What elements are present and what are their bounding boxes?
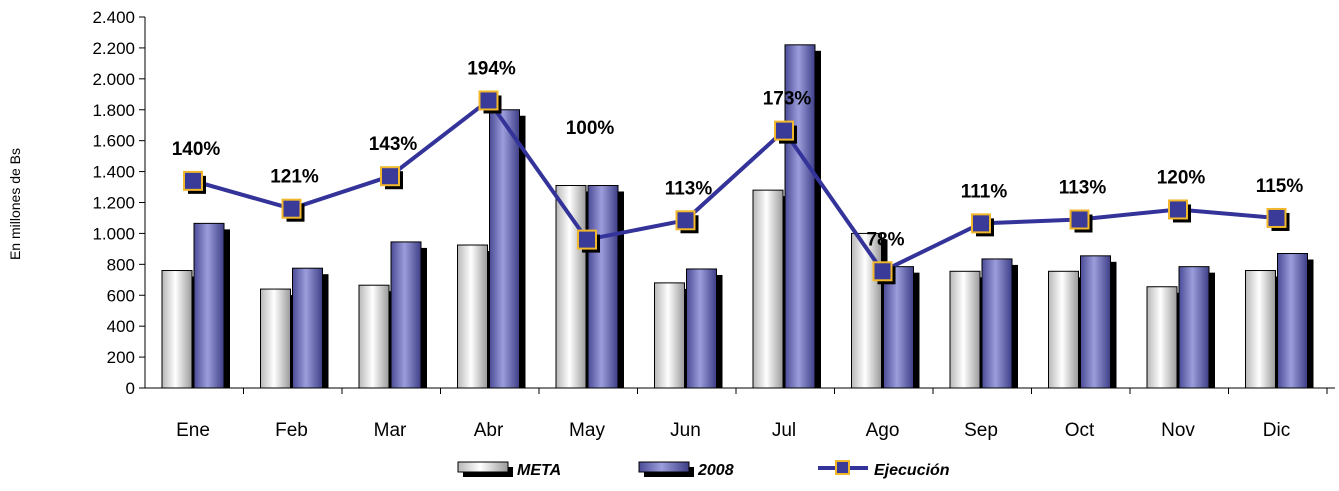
bar-meta (161, 270, 193, 389)
bar-2008 (981, 258, 1013, 389)
x-tick-label: Ago (866, 420, 900, 441)
bar-2008 (686, 268, 717, 389)
y-tick-label: 1.200 (92, 194, 135, 213)
y-axis-label: En millones de Bs (7, 148, 23, 260)
y-tick-label: 2.400 (92, 8, 135, 27)
bar-2008 (292, 267, 323, 389)
ejecucion-data-label: 194% (467, 58, 516, 79)
x-tick-label: Oct (1065, 420, 1095, 441)
bar-meta (949, 270, 981, 389)
bar-meta (851, 232, 882, 389)
legend-2008-label: 2008 (697, 462, 734, 479)
bar-2008 (1178, 266, 1210, 389)
bar-2008 (1080, 255, 1111, 389)
ejecucion-marker (281, 198, 302, 219)
x-tick-label: Jul (772, 420, 796, 441)
y-tick-label: 1.400 (92, 163, 135, 182)
x-tick-label: Mar (374, 420, 407, 441)
ejecucion-data-label: 140% (172, 139, 221, 160)
y-tick-label: 1.000 (92, 224, 135, 243)
x-tick-label: Nov (1161, 420, 1195, 441)
x-tick-label: Sep (964, 420, 998, 441)
y-tick-label: 2.000 (92, 70, 135, 89)
x-tick-label: Ene (176, 420, 210, 441)
legend-meta-swatch (457, 461, 509, 473)
legend-ejecucion-marker (835, 460, 850, 475)
bar-meta (457, 244, 488, 389)
bar-meta (1048, 270, 1079, 389)
legend-meta-label: META (517, 462, 561, 479)
ejecucion-data-label: 113% (1059, 178, 1107, 199)
bar-2008 (784, 44, 816, 389)
bar-2008 (883, 266, 914, 389)
bar-2008 (1277, 253, 1308, 389)
legend-ejecucion-label: Ejecución (874, 462, 950, 479)
x-tick-label: Feb (275, 420, 308, 441)
ejecucion-data-label: 111% (961, 181, 1008, 202)
bar-meta (752, 189, 784, 389)
ejecucion-marker (1168, 199, 1188, 220)
ejecucion-data-label: 100% (566, 118, 615, 139)
ejecucion-line (192, 97, 1277, 274)
ejecucion-data-label: 113% (665, 178, 713, 199)
bar-meta (358, 284, 390, 389)
ejecucion-marker (872, 261, 893, 282)
y-tick-label: 600 (107, 286, 135, 305)
ejecucion-marker (183, 170, 203, 191)
bar-2008 (587, 184, 619, 389)
ejecucion-marker (1266, 207, 1287, 228)
ejecucion-marker (675, 210, 696, 231)
y-tick-label: 1.800 (92, 101, 135, 120)
bar-meta (654, 282, 685, 389)
legend-2008-swatch (638, 461, 690, 473)
ejecucion-data-label: 115% (1256, 176, 1304, 197)
ejecucion-data-label: 121% (270, 167, 319, 188)
bar-meta (1245, 270, 1276, 389)
bar-2008 (390, 241, 422, 389)
ejecucion-marker (971, 213, 991, 234)
ejecucion-data-label: 143% (369, 134, 418, 155)
y-tick-label: 200 (107, 348, 135, 367)
y-tick-label: 1.600 (92, 132, 135, 151)
x-tick-label: May (569, 420, 605, 441)
y-tick-label: 0 (126, 379, 135, 398)
y-tick-label: 400 (107, 317, 135, 336)
ejecucion-marker (1069, 209, 1090, 230)
bar-meta (260, 288, 291, 389)
bar-2008 (489, 109, 520, 389)
ejecucion-marker (577, 229, 597, 250)
legend: META 2008 Ejecución (457, 460, 950, 479)
x-tick-label: Abr (474, 420, 504, 441)
ejecucion-marker (774, 120, 794, 141)
ejecucion-marker (380, 166, 400, 187)
ejecucion-data-label: 173% (763, 89, 812, 110)
x-tick-label: Dic (1263, 420, 1290, 441)
x-tick-label: Jun (670, 420, 701, 441)
bar-2008 (193, 222, 225, 389)
ejecucion-marker (478, 90, 499, 111)
y-tick-label: 800 (107, 255, 135, 274)
ejecucion-data-label: 78% (866, 229, 904, 250)
bar-meta (1146, 286, 1178, 389)
y-tick-label: 2.200 (92, 39, 135, 58)
ejecucion-data-label: 120% (1157, 167, 1206, 188)
